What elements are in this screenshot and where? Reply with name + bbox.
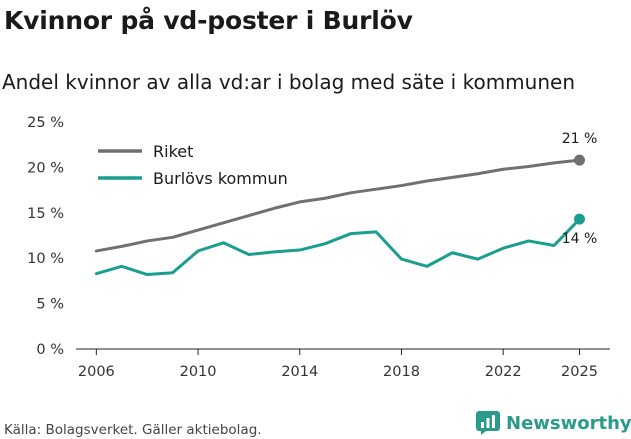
chart-subtitle: Andel kvinnor av alla vd:ar i bolag med … xyxy=(2,70,575,94)
source-note: Källa: Bolagsverket. Gäller aktiebolag. xyxy=(4,422,262,438)
line-chart: 0 %5 %10 %15 %20 %25 % 2006 2010 2014 2018 2… xyxy=(27,115,610,380)
y-tick-label: 15 % xyxy=(27,206,64,222)
x-axis: 2006 2010 2014 2018 2022 2025 xyxy=(76,348,610,380)
y-tick-label: 25 % xyxy=(27,115,64,131)
end-value-label: 21 % xyxy=(562,131,598,147)
y-axis-ticks: 0 % 5 % 10 % 15 % 20 % 25 % xyxy=(27,115,64,358)
series-line-riket xyxy=(94,158,581,253)
x-tick-label: 2025 xyxy=(561,364,598,380)
series-endpoint-riket xyxy=(573,154,585,166)
series-endpoint-burl-vs-kommun xyxy=(573,213,585,225)
end-value-label: 14 % xyxy=(562,231,598,247)
y-tick-label: 10 % xyxy=(27,251,64,267)
series-lines xyxy=(94,154,585,277)
y-tick-label: 0 % xyxy=(36,342,64,358)
newsworthy-icon xyxy=(476,411,500,435)
legend-label: Riket xyxy=(153,142,193,161)
x-tick-label: 2010 xyxy=(180,364,217,380)
y-tick-label: 20 % xyxy=(27,160,64,176)
x-tick-label: 2022 xyxy=(485,364,522,380)
x-tick-label: 2014 xyxy=(281,364,318,380)
series-line-burl-vs-kommun xyxy=(94,217,581,277)
x-tick-label: 2006 xyxy=(78,364,115,380)
brand-name: Newsworthy xyxy=(506,412,631,434)
end-labels: 21 % 14 % xyxy=(562,131,598,247)
chart-title: Kvinnor på vd-poster i Burlöv xyxy=(4,6,413,35)
legend: Riket Burlövs kommun xyxy=(98,142,288,188)
brand-logo[interactable]: Newsworthy xyxy=(476,410,631,436)
x-tick-label: 2018 xyxy=(383,364,420,380)
legend-label: Burlövs kommun xyxy=(153,169,288,188)
y-tick-label: 5 % xyxy=(36,297,64,313)
